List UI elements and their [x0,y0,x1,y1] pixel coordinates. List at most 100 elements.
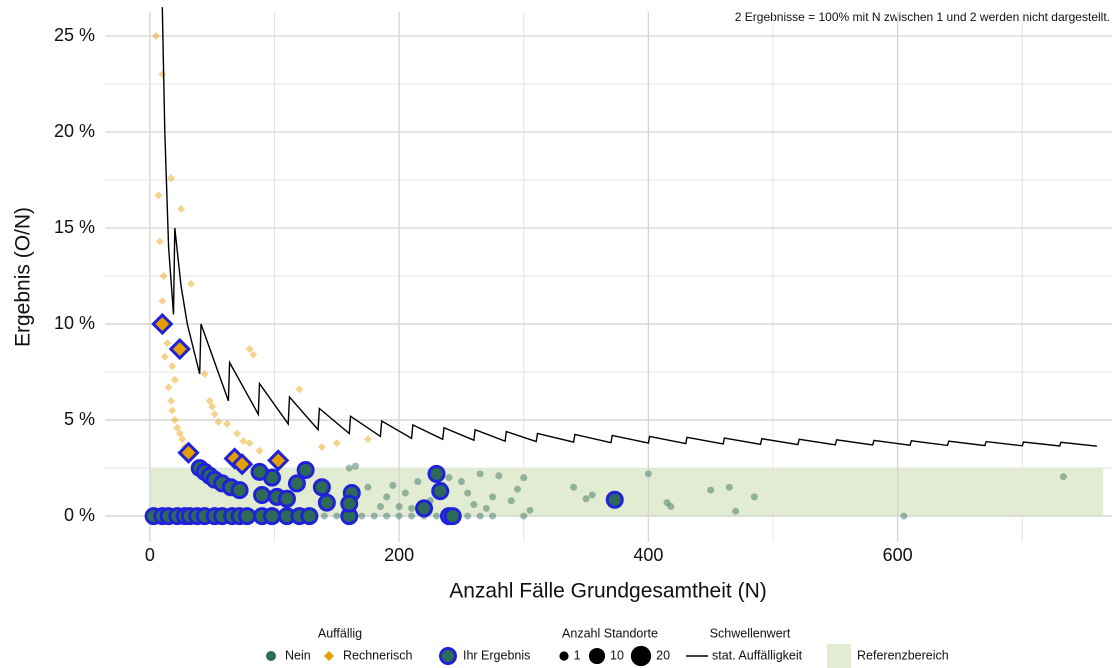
point [414,478,422,486]
y-tick-label: 10 % [54,313,95,333]
point [214,417,223,426]
point [159,272,168,281]
legend-label: 10 [610,648,624,662]
legend-size [630,645,652,667]
point [175,429,184,438]
point [223,419,232,428]
point [1059,473,1067,481]
legend-title: Anzahl Standorte [562,626,658,640]
highlight-point [443,507,462,526]
point [408,504,416,512]
point [333,512,341,520]
point [663,499,671,507]
x-tick-label: 400 [633,545,663,565]
point [295,385,304,394]
point [170,416,179,425]
point [320,512,328,520]
point [470,501,478,509]
point [495,472,503,480]
point [249,350,258,359]
point [364,483,372,491]
point [154,191,163,200]
legend-symbol [324,651,334,661]
point [376,502,384,510]
legend-label: Rechnerisch [343,648,413,662]
legend-title: Auffällig [318,626,362,640]
x-tick-label: 600 [883,545,913,565]
point [520,474,528,482]
highlight-point [168,337,191,361]
point [178,435,187,444]
point [245,439,254,448]
point [395,502,403,510]
point [514,485,522,493]
point [464,489,472,497]
point [167,174,176,183]
point [570,483,578,491]
point [383,512,391,520]
highlight-point [238,507,257,526]
point [245,345,254,354]
legend-label: Referenzbereich [857,648,949,662]
highlight-point [230,481,249,500]
point [370,512,378,520]
legend-label: stat. Auffälligkeit [712,648,803,662]
point [445,474,453,482]
point [170,375,179,384]
point [732,507,740,515]
y-axis-label: Ergebnis (O/N) [12,207,35,347]
point [476,512,484,520]
point [317,442,326,451]
point [482,504,490,512]
point [707,486,715,494]
y-tick-label: 15 % [54,217,95,237]
legend-title: Schwellenwert [710,626,791,640]
point [173,423,182,432]
highlight-point [296,460,315,479]
point [168,362,177,371]
threshold-line [161,7,1098,447]
highlight-point [151,312,174,336]
point [457,478,465,486]
point [395,512,403,520]
point [255,446,264,455]
annotation: 2 Ergebnisse = 100% mit N zwischen 1 und… [735,10,1110,24]
highlight-point [415,499,434,518]
point [177,204,186,213]
highlight-point [250,462,269,481]
point [152,32,161,41]
point [725,483,733,491]
highlight-point [317,493,336,512]
legend-label: 1 [574,648,581,662]
highlight-point [253,485,272,504]
point [520,512,528,520]
point [383,493,391,501]
point [164,383,173,392]
highlight-point [177,441,200,464]
highlight-point [267,449,290,472]
point [163,339,172,348]
legend-label: Nein [285,648,311,662]
legend-symbol [266,651,276,661]
point [363,435,372,444]
point [155,237,164,246]
point [433,512,441,520]
point [352,462,360,470]
legend-symbol [439,647,457,665]
point [582,495,590,503]
highlight-point [287,474,306,493]
point [358,512,366,520]
point [389,481,397,489]
x-tick-label: 200 [384,545,414,565]
point [345,464,353,472]
point [186,279,195,288]
highlight-point [431,482,450,501]
legend-label: Ihr Ergebnis [463,648,530,662]
highlight-point [230,453,254,476]
point [332,439,341,448]
y-tick-label: 20 % [54,121,95,141]
point [167,396,176,405]
point [507,497,515,505]
point [200,369,209,378]
y-tick-label: 25 % [54,25,95,45]
